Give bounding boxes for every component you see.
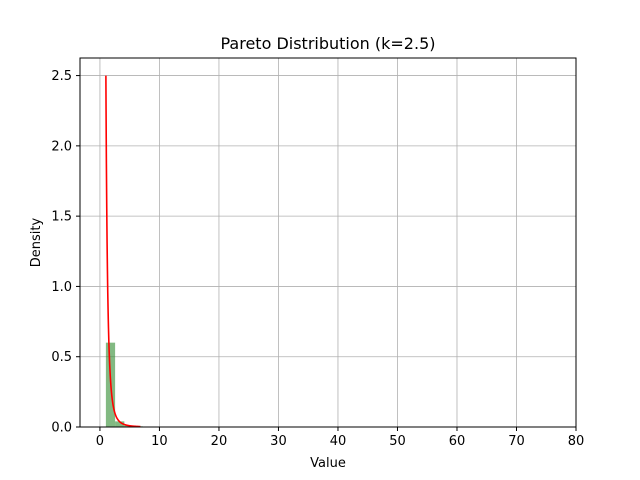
histogram-bar: [115, 421, 125, 427]
x-tick-label: 70: [508, 434, 525, 449]
density-line: [105, 75, 141, 428]
y-tick-label: 0.0: [51, 421, 72, 436]
x-tick-label: 50: [389, 434, 406, 449]
y-tick-label: 1.0: [51, 280, 72, 295]
x-axis-label: Value: [310, 456, 346, 471]
y-tick-label: 2.0: [51, 139, 72, 154]
x-tick-label: 60: [449, 434, 466, 449]
y-axis-label: Density: [29, 217, 44, 267]
ticks-layer: 0 10 20 30 40 50 60 70 80 0.0 0.5 1.0 1.5 2.0 2.5: [51, 69, 584, 449]
grid-layer: [80, 58, 577, 428]
x-tick-label: 80: [568, 434, 585, 449]
y-tick-label: 1.5: [51, 210, 72, 225]
x-tick-label: 30: [270, 434, 287, 449]
x-tick-label: 20: [211, 434, 228, 449]
x-tick-label: 40: [330, 434, 347, 449]
x-tick-label: 10: [151, 434, 168, 449]
y-tick-label: 2.5: [51, 69, 72, 84]
chart-title: Pareto Distribution (k=2.5): [221, 34, 436, 53]
x-tick-label: 0: [96, 434, 104, 449]
y-tick-label: 0.5: [51, 350, 72, 365]
density-line-layer: [105, 75, 141, 428]
plot-area-frame: [79, 57, 577, 428]
